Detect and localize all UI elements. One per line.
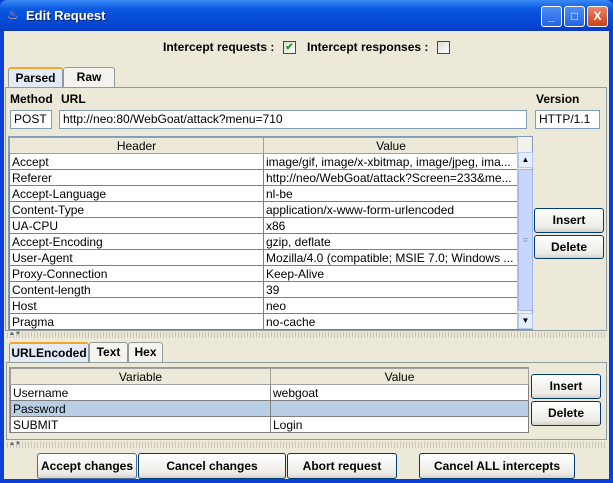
table-row[interactable]: User-Agent Mozilla/4.0 (compatible; MSIE … [9,249,519,266]
intercept-responses-label: Intercept responses : [307,40,429,54]
splitter-arrows-icon[interactable]: ▲▼ [9,441,21,447]
table-row[interactable]: Content-Type application/x-www-form-urlen… [9,201,519,218]
title-bar[interactable]: ♨ Edit Request _ □ X [0,0,613,31]
cell-name[interactable]: SUBMIT [10,416,271,433]
header-delete-button[interactable]: Delete [534,235,604,259]
table-row[interactable]: Proxy-Connection Keep-Alive [9,265,519,282]
cell-value[interactable]: image/gif, image/x-xbitmap, image/jpeg, … [263,153,519,170]
intercept-responses-checkbox[interactable] [437,41,450,54]
table-row[interactable]: Username webgoat [10,384,529,401]
cell-name[interactable]: Content-Type [9,201,264,218]
cell-name[interactable]: Proxy-Connection [9,265,264,282]
abort-request-button[interactable]: Abort request [287,453,397,479]
maximize-button[interactable]: □ [564,6,585,27]
table-row[interactable]: SUBMIT Login [10,416,529,433]
var-insert-button[interactable]: Insert [531,374,601,399]
var-delete-button[interactable]: Delete [531,401,601,426]
cell-value[interactable]: gzip, deflate [263,233,519,250]
vars-table: Variable Value Username webgoat Password SU… [10,368,529,433]
splitter-top[interactable]: ▲▼ [5,331,607,338]
intercept-requests-label: Intercept requests : [163,40,275,54]
cell-name[interactable]: Username [10,384,271,401]
table-row[interactable]: UA-CPU x86 [9,217,519,234]
url-label: URL [61,92,86,106]
headers-table-scrollpane: Header Value Accept image/gif, image/x-xb… [8,136,533,330]
cell-value[interactable]: http://neo/WebGoat/attack?Screen=233&me.… [263,169,519,186]
header-insert-button[interactable]: Insert [534,208,604,233]
column-header-variable[interactable]: Variable [10,368,271,385]
version-field[interactable]: HTTP/1.1 [535,110,600,129]
intercept-requests-checkbox[interactable]: ✔ [283,41,296,54]
cell-name[interactable]: Host [9,297,264,314]
minimize-button[interactable]: _ [541,6,562,27]
close-button[interactable]: X [587,6,608,27]
cancel-all-intercepts-button[interactable]: Cancel ALL intercepts [419,453,575,479]
table-row[interactable]: Accept-Encoding gzip, deflate [9,233,519,250]
cell-name[interactable]: Accept [9,153,264,170]
cell-name[interactable]: Pragma [9,313,264,330]
table-row[interactable]: Pragma no-cache [9,313,519,330]
cell-name[interactable]: Accept-Language [9,185,264,202]
cell-value[interactable]: nl-be [263,185,519,202]
accept-changes-button[interactable]: Accept changes [37,453,137,479]
cell-value[interactable]: Keep-Alive [263,265,519,282]
vars-table-scrollpane: Variable Value Username webgoat Password SU… [9,367,529,433]
tab-urlencoded[interactable]: URLEncoded [9,342,89,363]
cell-value[interactable]: Login [270,416,529,433]
method-field[interactable]: POST [10,110,52,129]
scroll-down-arrow-icon[interactable]: ▼ [518,313,533,329]
table-row[interactable]: Accept-Language nl-be [9,185,519,202]
cell-name[interactable]: Referer [9,169,264,186]
table-row[interactable]: Referer http://neo/WebGoat/attack?Screen=… [9,169,519,186]
table-row[interactable]: Content-length 39 [9,281,519,298]
splitter-arrows-icon[interactable]: ▲▼ [9,331,21,337]
table-row[interactable]: Password [10,400,529,417]
column-header-value[interactable]: Value [270,368,529,385]
cell-value[interactable]: x86 [263,217,519,234]
cell-value[interactable]: application/x-www-form-urlencoded [263,201,519,218]
cell-value[interactable] [270,400,529,417]
headers-scrollbar[interactable]: ▲ ≡ ▼ [517,137,533,329]
column-header-header[interactable]: Header [9,137,264,154]
table-row[interactable]: Host neo [9,297,519,314]
cell-value[interactable]: 39 [263,281,519,298]
scroll-up-arrow-icon[interactable]: ▲ [518,152,533,168]
splitter-bottom[interactable]: ▲▼ [5,441,607,448]
cell-value[interactable]: neo [263,297,519,314]
java-icon: ♨ [7,7,19,22]
headers-table: Header Value Accept image/gif, image/x-xb… [9,137,519,330]
cell-name[interactable]: Password [10,400,271,417]
cell-name[interactable]: Content-length [9,281,264,298]
cell-value[interactable]: no-cache [263,313,519,330]
cell-name[interactable]: UA-CPU [9,217,264,234]
cancel-changes-button[interactable]: Cancel changes [138,453,286,479]
cell-name[interactable]: Accept-Encoding [9,233,264,250]
scroll-thumb[interactable]: ≡ [518,169,533,311]
tab-raw[interactable]: Raw [63,67,115,88]
version-label: Version [536,92,580,106]
cell-value[interactable]: webgoat [270,384,529,401]
window-title: Edit Request [26,8,106,23]
cell-value[interactable]: Mozilla/4.0 (compatible; MSIE 7.0; Windo… [263,249,519,266]
tab-hex[interactable]: Hex [128,342,163,363]
column-header-value[interactable]: Value [263,137,519,154]
tab-parsed[interactable]: Parsed [8,67,63,88]
table-row[interactable]: Accept image/gif, image/x-xbitmap, image/… [9,153,519,170]
url-field[interactable]: http://neo:80/WebGoat/attack?menu=710 [59,110,527,129]
cell-name[interactable]: User-Agent [9,249,264,266]
tab-text[interactable]: Text [89,342,128,363]
method-label: Method [10,92,53,106]
